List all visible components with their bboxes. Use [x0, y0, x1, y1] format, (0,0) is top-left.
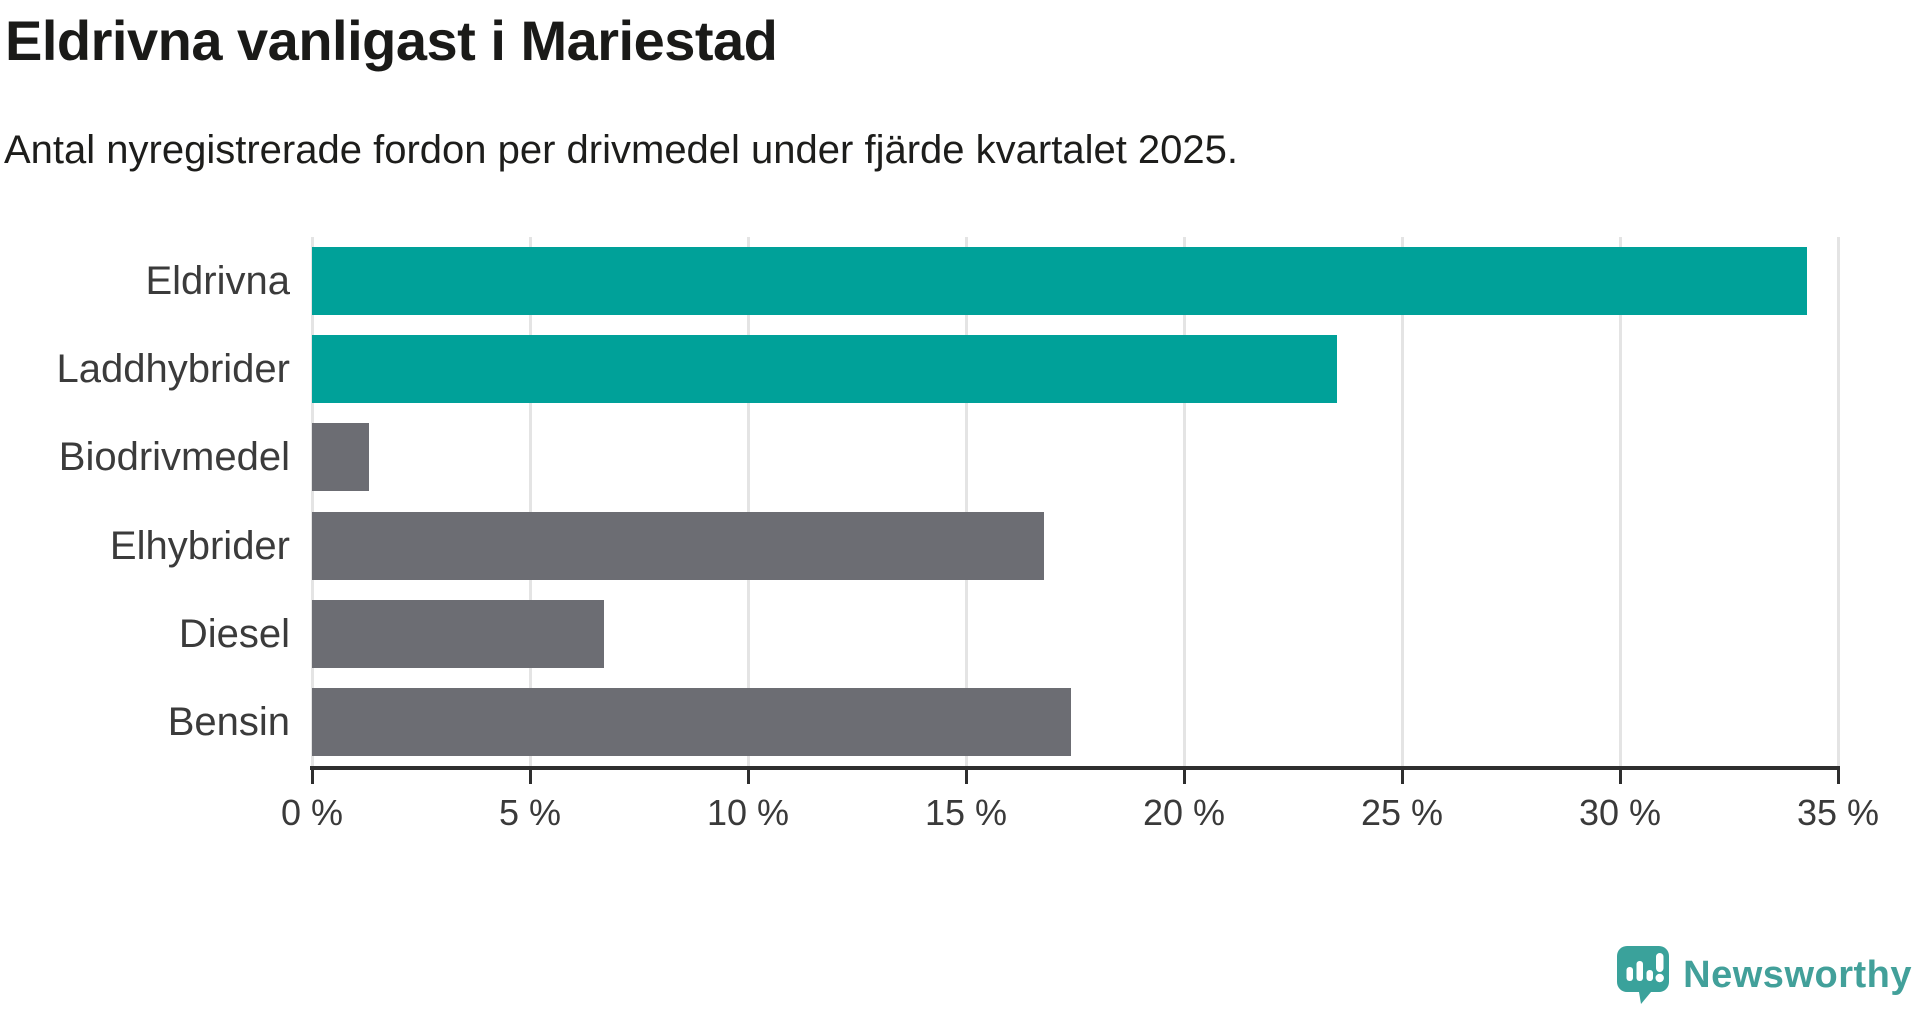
- chart-subtitle: Antal nyregistrerade fordon per drivmede…: [4, 128, 1239, 172]
- x-tick-10: [747, 770, 750, 784]
- gridline-30: [1619, 237, 1622, 766]
- x-tick-30: [1619, 770, 1622, 784]
- bar-diesel: [312, 599, 605, 668]
- bar-biodrivmedel: [312, 423, 369, 492]
- gridline-35: [1837, 237, 1840, 766]
- x-tick-label-35: 35 %: [1796, 792, 1880, 833]
- gridline-0: [311, 237, 314, 766]
- chart-title: Eldrivna vanligast i Mariestad: [5, 9, 778, 72]
- bar-laddhybrider: [312, 335, 1337, 404]
- x-tick-label-30: 30 %: [1578, 792, 1662, 833]
- x-tick-label-15: 15 %: [924, 792, 1008, 833]
- x-tick-label-20: 20 %: [1142, 792, 1226, 833]
- category-label-bensin: Bensin: [167, 699, 290, 744]
- x-tick-label-25: 25 %: [1360, 792, 1444, 833]
- x-tick-35: [1837, 770, 1840, 784]
- x-tick-label-0: 0 %: [280, 792, 344, 833]
- category-label-biodrivmedel: Biodrivmedel: [58, 435, 290, 480]
- category-label-diesel: Diesel: [178, 611, 290, 656]
- gridline-15: [965, 237, 968, 766]
- x-axis-line: [310, 766, 1840, 770]
- category-label-eldrivna: Eldrivna: [145, 259, 290, 304]
- x-tick-25: [1401, 770, 1404, 784]
- x-tick-15: [965, 770, 968, 784]
- x-tick-label-10: 10 %: [706, 792, 790, 833]
- newsworthy-branding: Newsworthy: [1617, 946, 1912, 1004]
- bar-bensin: [312, 687, 1071, 756]
- bar-eldrivna: [312, 247, 1808, 316]
- x-tick-20: [1183, 770, 1186, 784]
- x-tick-0: [311, 770, 314, 784]
- gridline-5: [529, 237, 532, 766]
- gridline-20: [1183, 237, 1186, 766]
- newsworthy-logo-text: Newsworthy: [1683, 953, 1912, 996]
- x-tick-5: [529, 770, 532, 784]
- gridline-10: [747, 237, 750, 766]
- newsworthy-logo-icon: [1617, 946, 1670, 1004]
- gridline-25: [1401, 237, 1404, 766]
- x-tick-label-5: 5 %: [498, 792, 562, 833]
- bar-elhybrider: [312, 511, 1045, 580]
- category-label-elhybrider: Elhybrider: [109, 523, 290, 568]
- category-label-laddhybrider: Laddhybrider: [56, 347, 291, 392]
